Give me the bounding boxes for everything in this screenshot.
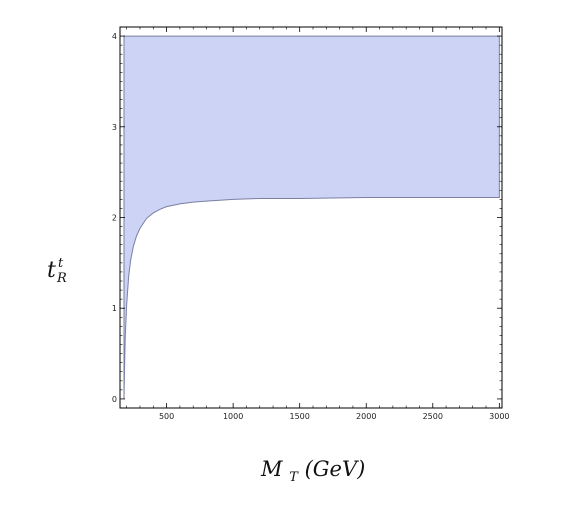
plot-area	[123, 35, 500, 399]
x-tick-label: 2500	[423, 412, 443, 421]
y-axis-label-superscript: t	[58, 256, 64, 271]
x-axis-label-sub: T	[289, 470, 299, 485]
y-tick-label: 0	[112, 395, 117, 404]
x-axis-label: M T (GeV)	[260, 457, 365, 486]
y-tick-label: 1	[112, 304, 117, 313]
y-axis-label-subscript: R	[56, 271, 67, 286]
allowed-region	[123, 35, 500, 399]
x-tick-label: 500	[159, 412, 174, 421]
x-tick-label: 3000	[489, 412, 509, 421]
y-axis-label: t	[47, 258, 56, 283]
x-axis-label-rest: (GeV)	[305, 457, 366, 481]
y-tick-label: 3	[112, 123, 117, 132]
x-tick-label: 1000	[223, 412, 243, 421]
y-axis-label-main: t	[47, 258, 56, 283]
x-tick-label: 2000	[356, 412, 376, 421]
axis-ticks: 500 1000 1500 2000 2500 3000 0 1 2 3 4	[112, 27, 510, 421]
y-tick-label: 4	[112, 32, 117, 41]
y-tick-label: 2	[112, 214, 117, 223]
x-tick-label: 1500	[290, 412, 310, 421]
x-axis-label-main: M	[260, 457, 283, 481]
